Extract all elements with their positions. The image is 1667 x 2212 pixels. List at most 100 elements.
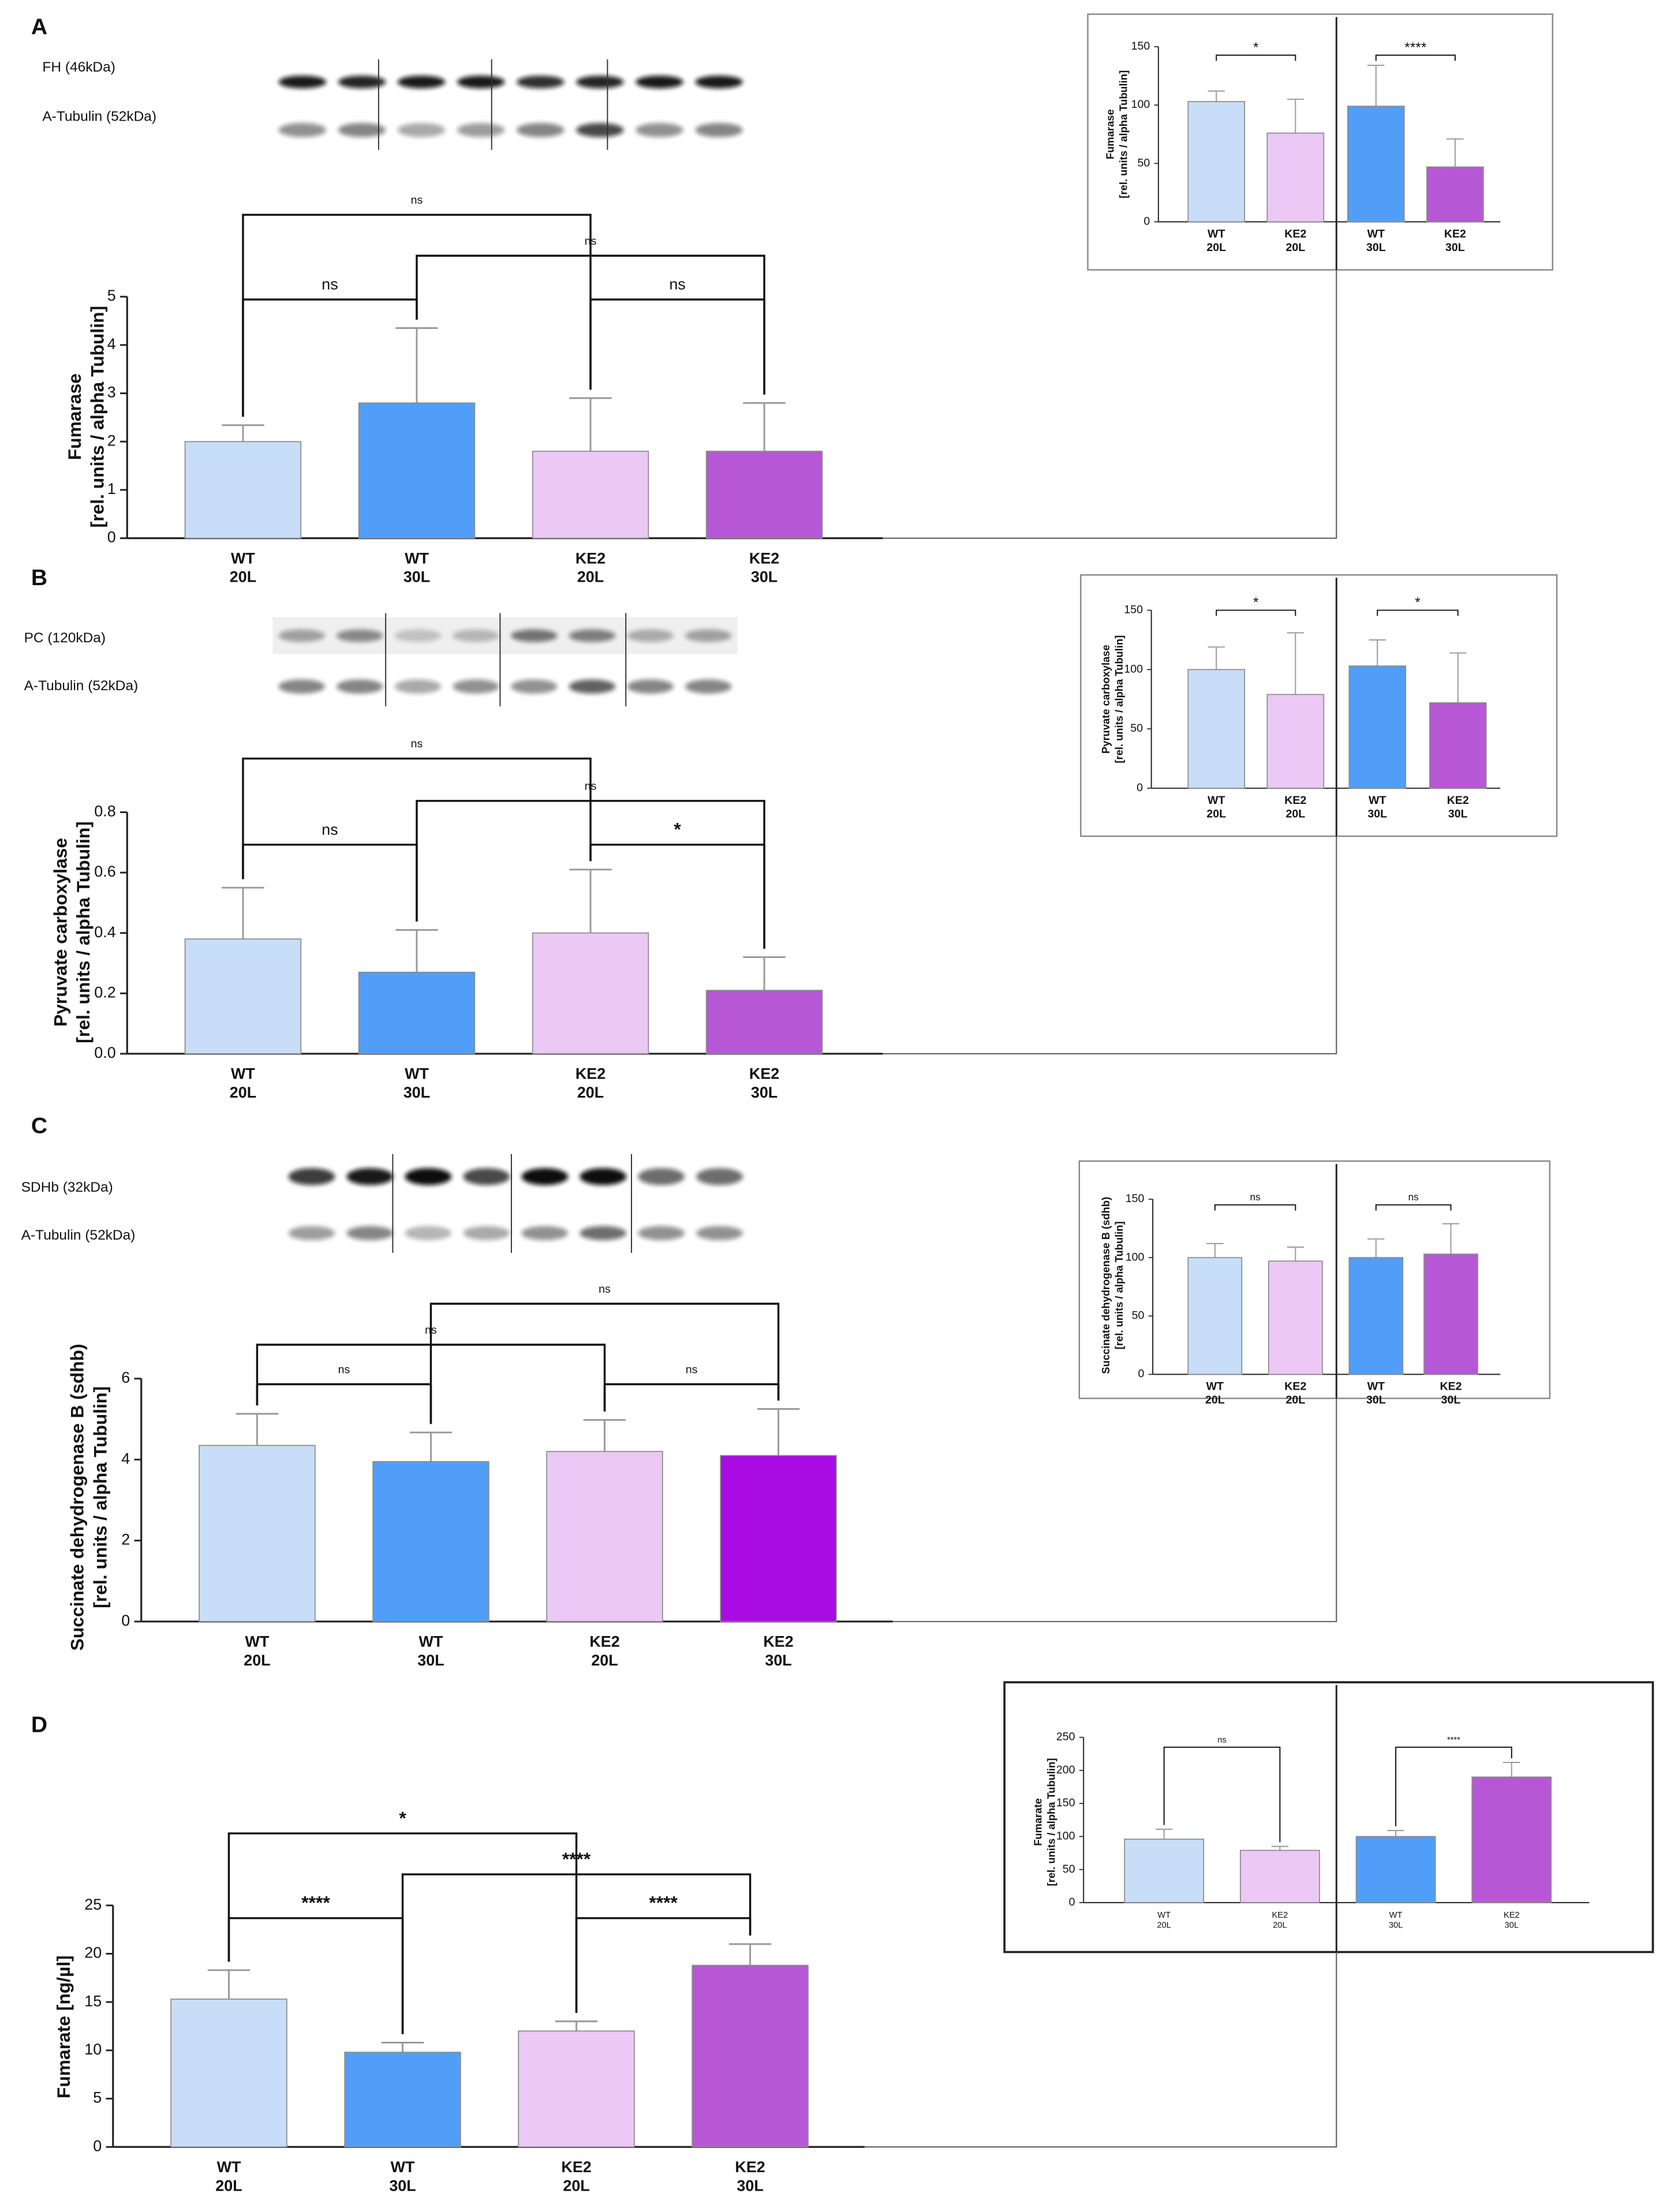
significance-bracket [1216, 54, 1296, 61]
blot-band [278, 629, 325, 642]
bar [1348, 665, 1407, 789]
bar [532, 932, 649, 1054]
blot-band [638, 1168, 685, 1185]
blot-band [457, 76, 505, 89]
x-tick-label: KE2 30L [749, 549, 779, 585]
significance-bracket [589, 844, 765, 949]
blot-band [685, 679, 732, 694]
y-tick-label: 50 [1063, 1863, 1075, 1876]
blot-band [278, 123, 327, 137]
blot-band [511, 679, 558, 694]
bar [372, 1461, 489, 1622]
blot-band [463, 1168, 510, 1185]
x-tick-label: WT 30L [1366, 1380, 1386, 1406]
blot-band [580, 1226, 627, 1241]
significance-bracket [242, 298, 418, 417]
blot-band [346, 1226, 394, 1241]
blot-band [397, 76, 446, 89]
x-tick-label: WT 30L [389, 2158, 416, 2194]
x-tick-label: WT 20L [230, 549, 256, 585]
blot-label: PC (120kDa) [24, 630, 106, 646]
bar [199, 1444, 316, 1622]
significance-bracket [1395, 1746, 1512, 1827]
x-tick-label: WT 20L [1206, 228, 1226, 254]
y-tick-label: 3 [107, 384, 116, 401]
x-tick-label: WT 20L [1157, 1911, 1171, 1930]
y-tick-label: 0 [121, 1612, 130, 1629]
blot-band [397, 123, 446, 137]
bar [1268, 1260, 1323, 1375]
y-tick-label: 150 [1124, 604, 1143, 616]
panel-label: B [31, 566, 47, 590]
x-tick-label: KE2 20L [575, 549, 605, 585]
x-tick-label: KE2 20L [1272, 1911, 1288, 1930]
connector [892, 1398, 1337, 1622]
significance-bracket [242, 757, 592, 879]
bar [705, 451, 823, 539]
significance-bracket [256, 1343, 606, 1412]
blot-band [337, 679, 383, 694]
blot-band [405, 1226, 452, 1241]
significance-bracket [1214, 1204, 1296, 1211]
significance-label: ns [322, 821, 338, 838]
blot-band [638, 1226, 685, 1241]
y-tick-label: 0 [1138, 1368, 1145, 1380]
blot-band [288, 1226, 335, 1241]
x-tick-label: KE2 20L [1284, 228, 1306, 254]
y-tick-label: 50 [1130, 722, 1143, 735]
y-axis-label: Fumarate [ng/µl] [53, 1955, 74, 2098]
significance-bracket [1375, 54, 1456, 61]
x-tick-label: WT 30L [1366, 228, 1386, 254]
x-tick-label: WT 20L [244, 1633, 270, 1669]
y-tick-label: 0 [1143, 215, 1150, 228]
blot-band [278, 76, 327, 89]
y-axis-label: Fumarase [rel. units / alpha Tubulin] [64, 306, 108, 528]
blot-band [627, 679, 674, 694]
significance-label: **** [301, 1892, 330, 1913]
x-tick-label: WT 20L [230, 1065, 256, 1101]
blot-band [338, 123, 386, 137]
bar [518, 2030, 635, 2148]
bar [692, 1964, 809, 2148]
y-tick-label: 10 [84, 2041, 102, 2058]
blot-band [580, 1168, 627, 1185]
y-tick-label: 0.0 [94, 1044, 115, 1061]
bar [1187, 1257, 1243, 1375]
significance-label: * [674, 819, 681, 840]
y-tick-label: 150 [1131, 40, 1150, 53]
bar [546, 1451, 663, 1622]
x-tick-label: KE2 20L [589, 1633, 619, 1669]
blot-band [521, 1168, 569, 1185]
y-axis-label: Fumarase [rel. units / alpha Tubulin] [1104, 70, 1129, 199]
inset-frame [1078, 1160, 1551, 1399]
x-tick-label: WT 30L [417, 1633, 444, 1669]
significance-label: ns [686, 1363, 698, 1376]
blot-band [576, 76, 624, 89]
blot-band [463, 1226, 510, 1241]
x-tick-label: WT 30L [403, 1065, 430, 1101]
significance-label: ns [338, 1363, 350, 1376]
significance-label: ns [1250, 1191, 1261, 1203]
x-tick-label: WT 30L [1367, 794, 1387, 820]
blot-band [405, 1168, 452, 1185]
y-tick-label: 150 [1126, 1192, 1145, 1205]
connector [883, 270, 1337, 539]
connector [883, 836, 1337, 1054]
x-tick-label: KE2 30L [763, 1633, 793, 1669]
bar [1429, 702, 1487, 789]
x-tick-label: KE2 30L [1440, 1380, 1462, 1406]
y-tick-label: 6 [121, 1369, 130, 1386]
significance-label: * [1415, 595, 1421, 611]
y-tick-label: 0 [107, 529, 116, 546]
significance-label: **** [649, 1892, 678, 1913]
significance-label: ns [585, 235, 597, 248]
blot-band [517, 76, 565, 89]
y-tick-label: 0 [93, 2137, 102, 2154]
y-tick-label: 4 [121, 1450, 130, 1467]
y-tick-label: 50 [1137, 156, 1150, 169]
x-tick-label: KE2 20L [1284, 1380, 1306, 1406]
y-axis-label: Succinate dehydrogenase B (sdhb) [rel. un… [1100, 1197, 1125, 1374]
blot-band [627, 629, 674, 642]
bar [1124, 1839, 1205, 1903]
y-tick-label: 0.2 [94, 983, 115, 1001]
